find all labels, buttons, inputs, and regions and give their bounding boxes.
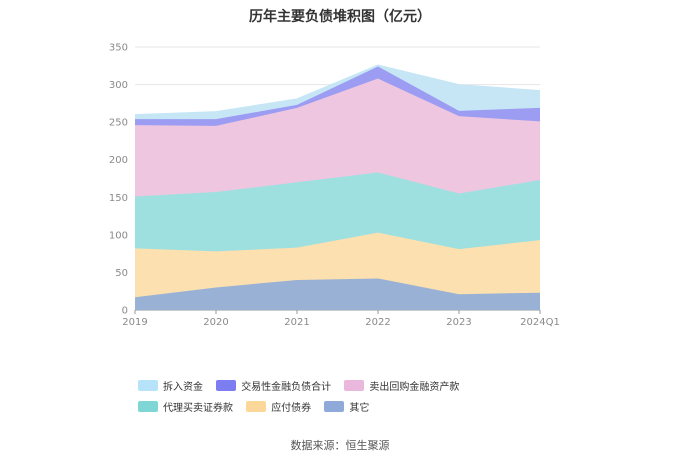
- x-tick-label: 2023: [446, 317, 471, 328]
- legend-swatch: [324, 401, 345, 412]
- chart-title: 历年主要负债堆积图（亿元）: [249, 9, 431, 25]
- legend-item-trading-liabilities[interactable]: 交易性金融负债合计: [216, 378, 331, 393]
- legend-label: 交易性金融负债合计: [241, 382, 332, 393]
- y-tick-label: 0: [122, 306, 128, 317]
- y-tick-label: 200: [109, 155, 128, 166]
- x-tick-label: 2024Q1: [520, 317, 560, 328]
- legend-swatch: [216, 380, 237, 391]
- legend-swatch: [246, 401, 267, 412]
- legend-item-repo-assets[interactable]: 卖出回购金融资产款: [344, 378, 459, 393]
- legend-swatch: [138, 401, 158, 412]
- legend-label: 其它: [349, 403, 370, 414]
- y-tick-label: 100: [109, 230, 128, 241]
- area-series-卖出回购金融资产款[interactable]: [135, 78, 540, 197]
- x-tick-label: 2021: [284, 317, 309, 328]
- y-tick-label: 300: [109, 80, 128, 91]
- area-series-拆入资金[interactable]: [135, 65, 540, 120]
- y-tick-label: 150: [109, 193, 128, 204]
- legend-item-lending-funds[interactable]: 拆入资金: [138, 378, 203, 393]
- legend-label: 拆入资金: [163, 382, 203, 393]
- area-series-其它[interactable]: [135, 278, 540, 310]
- area-series-代理买卖证券款[interactable]: [135, 172, 540, 252]
- y-tick-label: 350: [109, 43, 128, 54]
- area-series-应付债券[interactable]: [135, 232, 540, 298]
- data-source: 数据来源：恒生聚源: [290, 439, 390, 452]
- legend-item-other[interactable]: 其它: [324, 399, 369, 414]
- x-tick-label: 2019: [122, 317, 147, 328]
- area-series-交易性金融负债合计[interactable]: [135, 66, 540, 126]
- stacked-area-chart: 0 50 100 150 200 250 300 350 2019 2020 2021 2022 202…: [109, 43, 560, 329]
- chart-legend: 拆入资金 交易性金融负债合计 卖出回购金融资产款 代理买卖证券款 应付债券 其它: [138, 378, 558, 420]
- area-series-edge: [134, 64, 541, 116]
- area-series-edge: [134, 171, 541, 198]
- x-tick-label: 2020: [203, 317, 228, 328]
- y-tick-label: 50: [115, 268, 128, 279]
- legend-label: 卖出回购金融资产款: [369, 382, 460, 393]
- legend-swatch: [344, 380, 365, 391]
- legend-label: 应付债券: [271, 403, 312, 414]
- y-tick-label: 250: [109, 118, 128, 129]
- legend-swatch: [138, 380, 158, 391]
- x-tick-label: 2022: [365, 317, 390, 328]
- legend-label: 代理买卖证券款: [163, 403, 233, 414]
- legend-item-agency-securities[interactable]: 代理买卖证券款: [138, 399, 233, 414]
- legend-item-bonds-payable[interactable]: 应付债券: [246, 399, 311, 414]
